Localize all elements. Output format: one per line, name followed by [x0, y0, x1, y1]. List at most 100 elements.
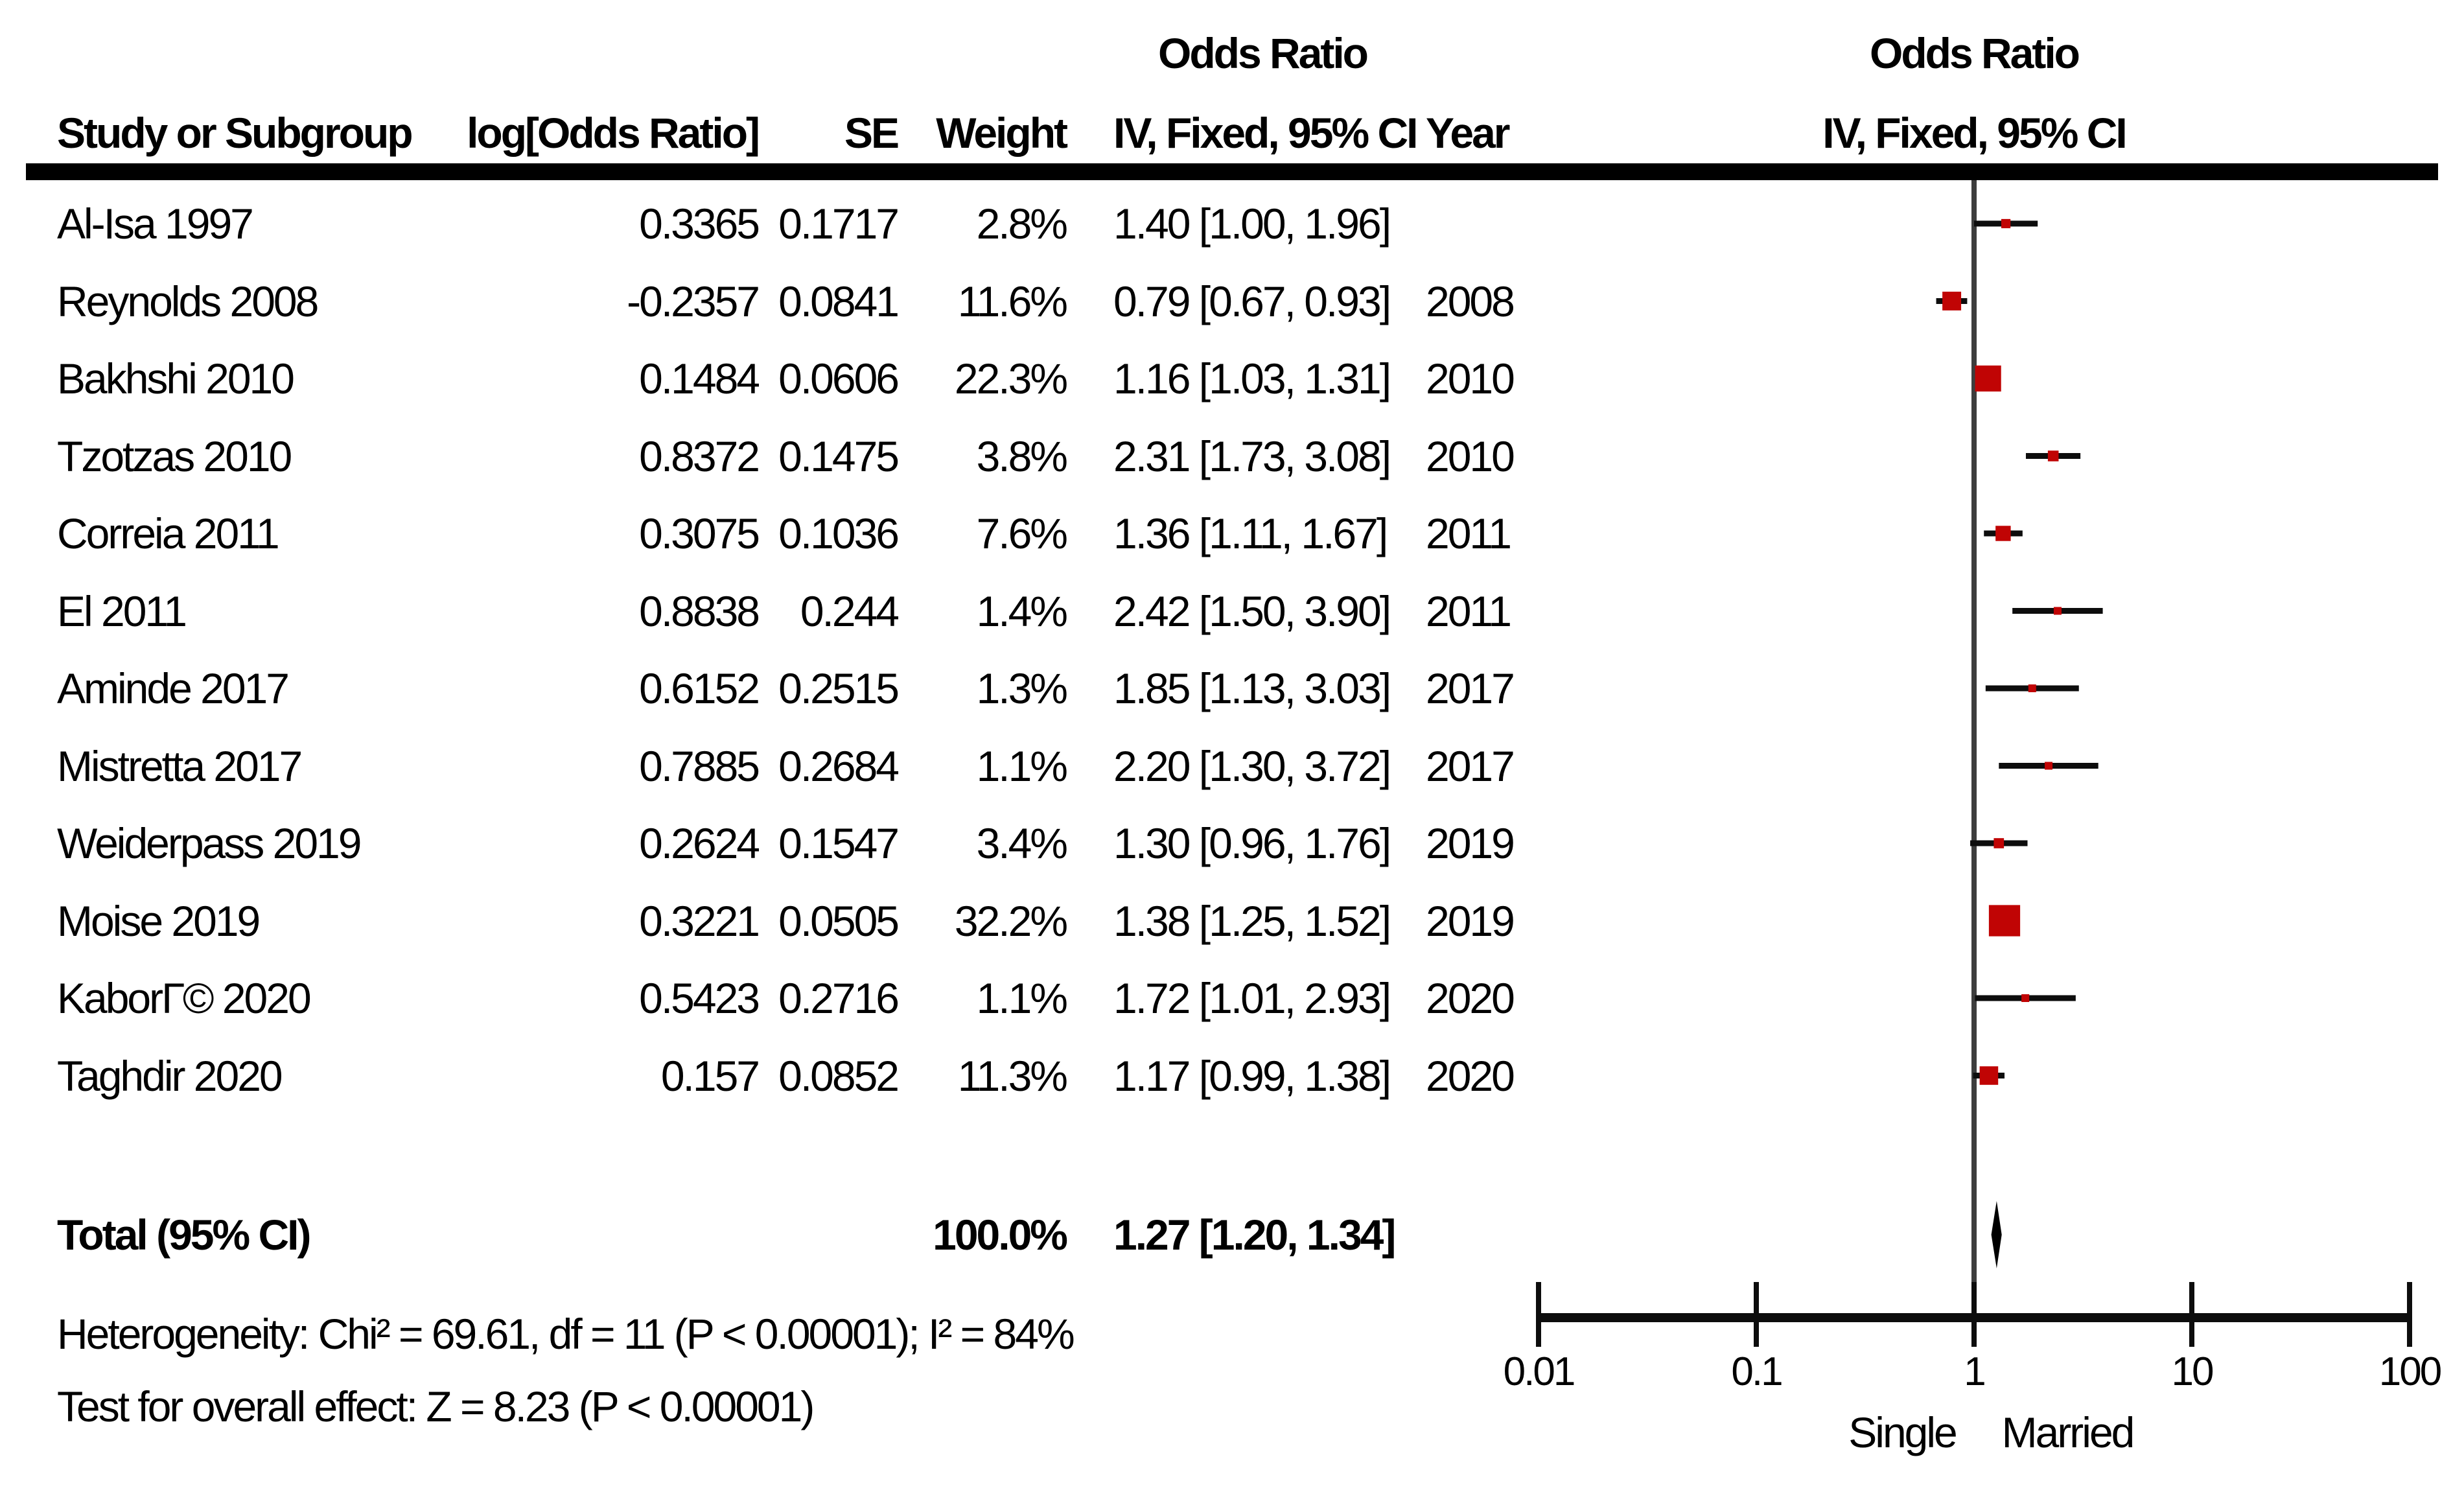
se-cell: 0.244: [800, 587, 900, 635]
axis-tick-label: 100: [2378, 1349, 2442, 1394]
effect-size-marker: [1993, 838, 2005, 848]
se-cell: 0.2684: [778, 741, 900, 790]
odds-ratio-title-left: Odds Ratio: [1157, 29, 1369, 77]
year-cell: [1426, 181, 1568, 266]
table-row: KaborГ© 2020 0.5423 0.2716 1.1% 1.72 [1.…: [0, 956, 2464, 1040]
header-separator-line: [26, 163, 2438, 180]
year-cell: 2011: [1426, 587, 1512, 635]
overall-effect-note: Test for overall effect: Z = 8.23 (P < 0…: [57, 1382, 815, 1430]
weight-cell: 1.1%: [976, 974, 1068, 1022]
se-cell: 0.1547: [778, 819, 900, 867]
column-header-weight: Weight: [936, 109, 1068, 157]
log-odds-ratio-cell: 0.2624: [639, 819, 760, 867]
weight-cell: 22.3%: [954, 355, 1068, 402]
table-row: Mistretta 2017 0.7885 0.2684 1.1% 2.20 […: [0, 724, 2464, 808]
effect-size-marker: [1975, 365, 2001, 392]
total-row-label: Total (95% CI): [57, 1211, 311, 1259]
log-odds-ratio-cell: 0.157: [660, 1051, 760, 1100]
effect-size-marker: [1988, 905, 2021, 937]
log-odds-ratio-cell: -0.2357: [627, 277, 760, 325]
total-row-weight: 100.0%: [933, 1211, 1068, 1259]
log-odds-ratio-cell: 0.8372: [639, 432, 760, 480]
year-cell: 2010: [1426, 355, 1515, 402]
table-row: Bakhshi 2010 0.1484 0.0606 22.3% 1.16 [1…: [0, 336, 2464, 421]
column-header-se: SE: [844, 109, 900, 157]
axis-group-label-single: Single: [1848, 1408, 1957, 1456]
ci-text-cell: 1.17 [0.99, 1.38]: [1113, 1051, 1391, 1100]
study-name-cell: Correia 2011: [57, 509, 280, 557]
study-name-cell: Reynolds 2008: [57, 277, 319, 325]
weight-cell: 1.3%: [976, 664, 1068, 712]
axis-tick-label: 10: [2171, 1349, 2214, 1394]
column-header-study: Study or Subgroup: [57, 109, 413, 157]
year-cell: 2011: [1426, 509, 1512, 557]
year-cell: 2017: [1426, 741, 1515, 790]
effect-size-marker: [2028, 684, 2036, 692]
weight-cell: 7.6%: [976, 509, 1068, 557]
se-cell: 0.0841: [778, 277, 900, 325]
axis-tick-label: 0.01: [1503, 1349, 1576, 1394]
year-cell: 2019: [1426, 896, 1515, 945]
ci-text-cell: 2.31 [1.73, 3.08]: [1113, 432, 1391, 480]
ci-text-cell: 1.36 [1.11, 1.67]: [1113, 509, 1388, 557]
total-row-ci: 1.27 [1.20, 1.34]: [1113, 1211, 1396, 1259]
effect-size-marker: [1942, 292, 1962, 310]
log-odds-ratio-cell: 0.7885: [639, 741, 760, 790]
effect-size-marker: [2045, 762, 2053, 770]
effect-size-marker: [1995, 526, 2011, 541]
heterogeneity-note: Heterogeneity: Chi² = 69.61, df = 11 (P …: [57, 1310, 1075, 1358]
year-cell: 2020: [1426, 974, 1515, 1022]
log-odds-ratio-cell: 0.5423: [639, 974, 760, 1022]
table-row: Weiderpass 2019 0.2624 0.1547 3.4% 1.30 …: [0, 801, 2464, 885]
study-name-cell: KaborГ© 2020: [57, 974, 312, 1022]
axis-tick-label: 0.1: [1731, 1349, 1783, 1394]
study-name-cell: Weiderpass 2019: [57, 819, 362, 867]
study-name-cell: El 2011: [57, 587, 187, 635]
weight-cell: 1.4%: [976, 587, 1068, 635]
se-cell: 0.1036: [778, 509, 900, 557]
effect-size-marker: [2001, 218, 2011, 229]
weight-cell: 11.3%: [957, 1051, 1068, 1100]
ci-text-cell: 1.85 [1.13, 3.03]: [1113, 664, 1391, 712]
ci-text-cell: 1.38 [1.25, 1.52]: [1113, 896, 1391, 945]
x-axis-tick: [1754, 1282, 1759, 1347]
weight-cell: 3.8%: [976, 432, 1068, 480]
odds-ratio-title-right: Odds Ratio: [1869, 29, 2080, 77]
year-cell: 2019: [1426, 819, 1515, 867]
weight-cell: 3.4%: [976, 819, 1068, 867]
table-row: Aminde 2017 0.6152 0.2515 1.3% 1.85 [1.1…: [0, 646, 2464, 730]
table-row: Taghdir 2020 0.157 0.0852 11.3% 1.17 [0.…: [0, 1034, 2464, 1118]
year-cell: 2008: [1426, 277, 1515, 325]
table-row: El 2011 0.8838 0.244 1.4% 2.42 [1.50, 3.…: [0, 569, 2464, 653]
study-name-cell: Al-Isa 1997: [57, 200, 254, 248]
table-row: Al-Isa 1997 0.3365 0.1717 2.8% 1.40 [1.0…: [0, 181, 2464, 266]
table-row: Reynolds 2008 -0.2357 0.0841 11.6% 0.79 …: [0, 259, 2464, 344]
se-cell: 0.0852: [778, 1051, 900, 1100]
study-name-cell: Taghdir 2020: [57, 1051, 283, 1100]
effect-size-marker: [2053, 607, 2062, 615]
column-header-year: Year: [1426, 109, 1510, 157]
study-name-cell: Moise 2019: [57, 896, 261, 945]
effect-size-marker: [2047, 450, 2059, 461]
no-effect-line: [1971, 172, 1977, 1318]
se-cell: 0.2515: [778, 664, 900, 712]
ci-text-cell: 1.16 [1.03, 1.31]: [1113, 355, 1391, 402]
x-axis-tick: [1536, 1282, 1541, 1347]
weight-cell: 1.1%: [976, 741, 1068, 790]
ci-text-cell: 2.20 [1.30, 3.72]: [1113, 741, 1391, 790]
weight-cell: 2.8%: [976, 200, 1068, 248]
table-row: Tzotzas 2010 0.8372 0.1475 3.8% 2.31 [1.…: [0, 414, 2464, 498]
weight-cell: 11.6%: [957, 277, 1068, 325]
log-odds-ratio-cell: 0.3075: [639, 509, 760, 557]
column-header-log-odds-ratio: log[Odds Ratio]: [467, 109, 760, 157]
ci-text-cell: 1.30 [0.96, 1.76]: [1113, 819, 1391, 867]
x-axis-tick: [2189, 1282, 2194, 1347]
effect-size-marker: [2021, 994, 2030, 1002]
log-odds-ratio-cell: 0.8838: [639, 587, 760, 635]
log-odds-ratio-cell: 0.3221: [639, 896, 760, 945]
axis-tick-label: 1: [1964, 1349, 1986, 1394]
effect-size-marker: [1979, 1066, 1999, 1085]
x-axis-tick: [2407, 1282, 2412, 1347]
